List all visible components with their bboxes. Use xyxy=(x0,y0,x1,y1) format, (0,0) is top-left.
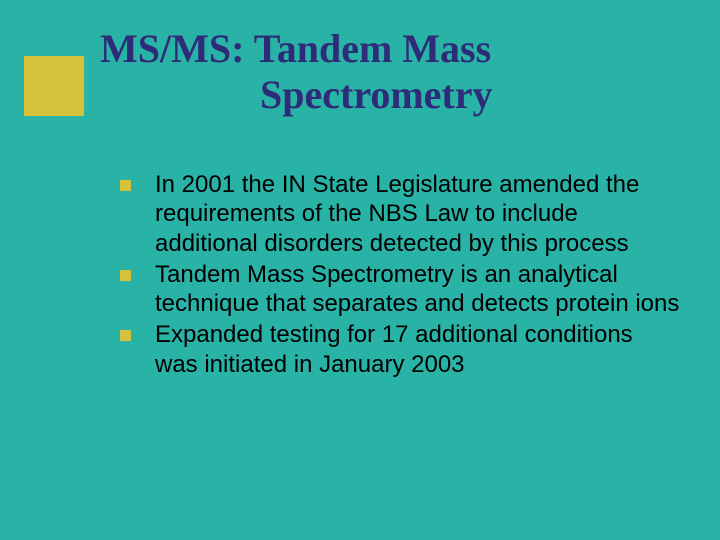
title-line-1: MS/MS: Tandem Mass xyxy=(100,26,493,72)
square-bullet-icon xyxy=(120,180,131,191)
square-bullet-icon xyxy=(120,330,131,341)
list-item: Expanded testing for 17 additional condi… xyxy=(120,320,680,379)
slide: MS/MS: Tandem Mass Spectrometry In 2001 … xyxy=(0,0,720,540)
list-item: Tandem Mass Spectrometry is an analytica… xyxy=(120,260,680,319)
title-line-2: Spectrometry xyxy=(100,72,493,118)
list-item-text: Tandem Mass Spectrometry is an analytica… xyxy=(155,260,680,319)
list-item: In 2001 the IN State Legislature amended… xyxy=(120,170,680,258)
accent-block xyxy=(24,56,84,116)
square-bullet-icon xyxy=(120,270,131,281)
slide-body: In 2001 the IN State Legislature amended… xyxy=(120,170,680,381)
list-item-text: In 2001 the IN State Legislature amended… xyxy=(155,170,680,258)
slide-title: MS/MS: Tandem Mass Spectrometry xyxy=(100,26,493,118)
list-item-text: Expanded testing for 17 additional condi… xyxy=(155,320,680,379)
